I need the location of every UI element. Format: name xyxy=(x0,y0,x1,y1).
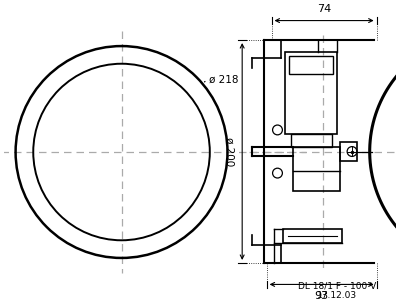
Bar xyxy=(289,56,333,74)
Text: ø 218: ø 218 xyxy=(209,74,238,84)
Text: 93: 93 xyxy=(314,291,329,301)
Bar xyxy=(283,228,342,243)
Bar xyxy=(285,52,337,134)
Bar xyxy=(340,142,357,161)
Text: 17.12.03: 17.12.03 xyxy=(317,291,357,300)
Text: ø 200: ø 200 xyxy=(224,137,234,166)
Bar xyxy=(291,134,332,147)
Text: DL 18/1 F - 100 V: DL 18/1 F - 100 V xyxy=(298,282,376,290)
Text: 74: 74 xyxy=(317,4,331,14)
Bar xyxy=(293,147,340,191)
